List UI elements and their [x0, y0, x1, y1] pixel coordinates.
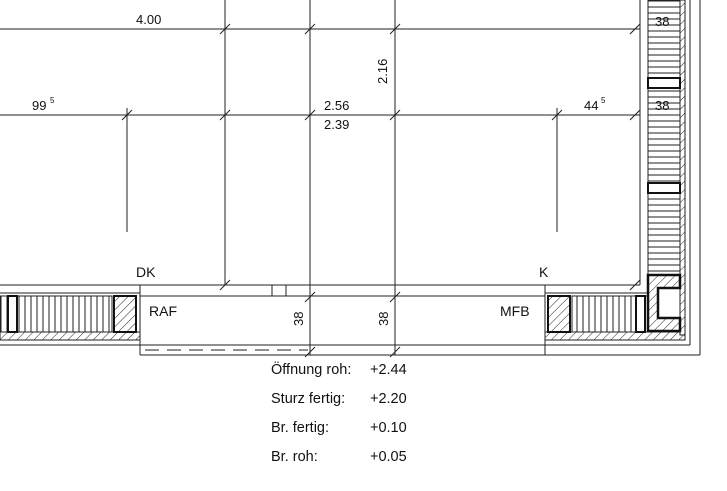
dim-38-top-1: 38	[655, 14, 669, 29]
info-value-br-fertig: +0.10	[370, 420, 407, 436]
dim-38-left: 38	[291, 312, 306, 326]
info-label-br-fertig: Br. fertig:	[271, 420, 330, 436]
label-dk: DK	[136, 264, 156, 280]
dim-44: 44	[584, 98, 598, 113]
info-value-sturz: +2.20	[370, 391, 407, 407]
label-k: K	[539, 264, 549, 280]
label-mfb: MFB	[500, 303, 530, 319]
window-posts	[7, 77, 682, 333]
dimension-lines	[0, 0, 641, 358]
info-label-br-roh: Br. roh:	[271, 449, 318, 465]
element-labels: DK K RAF MFB	[136, 264, 549, 319]
info-label-sturz: Sturz fertig:	[271, 391, 346, 407]
dim-2-39: 2.39	[324, 117, 349, 132]
info-value-oeffnung: +2.44	[370, 362, 407, 378]
dim-99: 99	[32, 98, 46, 113]
dim-38-right: 38	[376, 312, 391, 326]
label-raf: RAF	[149, 303, 177, 319]
dim-44-sup: 5	[601, 96, 606, 105]
hatched-walls	[0, 0, 686, 341]
info-value-br-roh: +0.05	[370, 449, 407, 465]
dimension-texts: 4.00 99 5 2.56 2.39 44 5 38 38 2.16 38 3…	[32, 12, 669, 326]
dim-38-top-2: 38	[655, 98, 669, 113]
info-label-oeffnung: Öffnung roh:	[271, 362, 352, 378]
dim-2-16: 2.16	[375, 59, 390, 84]
dim-99-sup: 5	[50, 96, 55, 105]
dim-4-00: 4.00	[136, 12, 161, 27]
dim-2-56: 2.56	[324, 98, 349, 113]
